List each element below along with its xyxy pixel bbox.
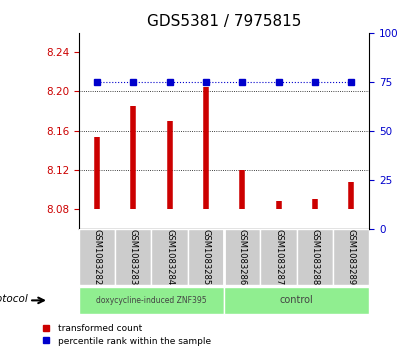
Bar [79,229,115,285]
Legend: transformed count, percentile rank within the sample: transformed count, percentile rank withi… [38,320,214,349]
Bar [79,287,224,314]
Text: GSM1083285: GSM1083285 [201,229,210,285]
Bar [224,287,369,314]
Bar [151,229,188,285]
Text: GSM1083287: GSM1083287 [274,229,283,285]
Bar [333,229,369,285]
Bar [261,229,297,285]
Bar [115,229,151,285]
Text: GSM1083288: GSM1083288 [310,229,320,285]
Text: GSM1083286: GSM1083286 [238,229,247,285]
Text: GSM1083284: GSM1083284 [165,229,174,285]
Text: GSM1083282: GSM1083282 [93,229,102,285]
Text: GSM1083289: GSM1083289 [347,229,356,285]
Bar [188,229,224,285]
Text: doxycycline-induced ZNF395: doxycycline-induced ZNF395 [96,296,207,305]
Bar [297,229,333,285]
Bar [224,229,261,285]
Text: protocol: protocol [0,294,27,304]
Text: control: control [280,295,314,305]
Text: GSM1083283: GSM1083283 [129,229,138,285]
Title: GDS5381 / 7975815: GDS5381 / 7975815 [147,14,301,29]
